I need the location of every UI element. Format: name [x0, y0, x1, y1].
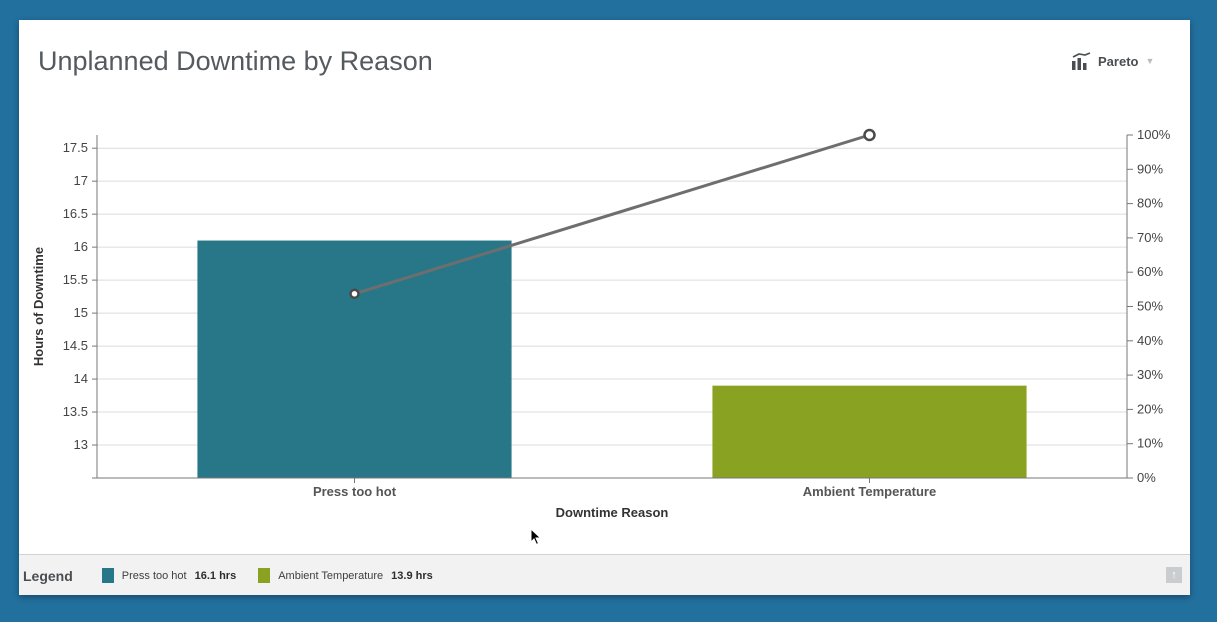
y-tick-label: 16 — [74, 239, 88, 254]
y2-tick-label: 60% — [1137, 264, 1163, 279]
y2-tick-label: 80% — [1137, 196, 1163, 211]
arrow-up-icon[interactable]: ↑ — [1166, 567, 1182, 583]
y2-tick-label: 10% — [1137, 436, 1163, 451]
x-tick-label: Press too hot — [313, 484, 397, 499]
chart-type-dropdown[interactable]: Pareto ▼ — [1071, 52, 1154, 70]
y2-tick-label: 70% — [1137, 230, 1163, 245]
legend-label: Ambient Temperature — [278, 569, 384, 582]
cumulative-point — [863, 128, 876, 142]
chart-type-label: Pareto — [1098, 53, 1139, 69]
cumulative-line — [354, 133, 870, 296]
y-tick-label: 15 — [74, 305, 88, 320]
legend-title: Legend — [23, 567, 73, 584]
y2-tick-label: 90% — [1137, 161, 1163, 176]
y-tick-label: 17.5 — [63, 140, 88, 155]
y2-tick-label: 100% — [1137, 127, 1171, 142]
cumulative-point — [349, 288, 360, 300]
legend-item-press-too-hot[interactable]: Press too hot 16.1 hrs — [101, 568, 237, 583]
pareto-chart: 13 13.5 14 14.5 15 15.5 16 16.5 17 17.5 0% 10% 20% 30… — [31, 127, 1171, 520]
caret-down-icon: ▼ — [1145, 56, 1155, 66]
y-tick-label: 13 — [74, 437, 88, 452]
y2-tick-label: 30% — [1137, 367, 1163, 382]
y-axis-label: Hours of Downtime — [31, 247, 46, 366]
y2-tick-label: 0% — [1137, 470, 1156, 485]
y-tick-label: 14 — [74, 371, 88, 386]
y2-tick-label: 50% — [1137, 299, 1163, 314]
y-tick-label: 13.5 — [63, 404, 88, 419]
legend-bar: Legend Press too hot 16.1 hrs Ambient Te… — [19, 554, 1190, 595]
x-tick-label: Ambient Temperature — [803, 484, 936, 499]
legend-label: Press too hot — [121, 569, 187, 582]
pareto-chart-icon — [1072, 52, 1091, 70]
y-tick-label: 16.5 — [63, 206, 88, 221]
mouse-cursor-icon — [530, 528, 542, 546]
y-tick-label: 14.5 — [63, 338, 88, 353]
chart-title: Unplanned Downtime by Reason — [38, 46, 433, 76]
y2-tick-label: 20% — [1137, 401, 1163, 416]
legend-item-ambient-temperature[interactable]: Ambient Temperature 13.9 hrs — [258, 568, 433, 583]
bar — [712, 385, 1027, 478]
x-axis-label: Downtime Reason — [556, 505, 669, 520]
legend-swatch — [101, 568, 114, 583]
y-tick-label: 15.5 — [63, 272, 88, 287]
legend-swatch — [258, 568, 271, 583]
chart-card: Unplanned Downtime by Reason Pareto ▼ 13… — [19, 20, 1190, 595]
legend-value: 13.9 hrs — [391, 569, 433, 582]
y2-tick-label: 40% — [1137, 333, 1163, 348]
bar — [197, 240, 512, 478]
legend-value: 16.1 hrs — [194, 569, 237, 582]
y-tick-label: 17 — [74, 173, 88, 188]
